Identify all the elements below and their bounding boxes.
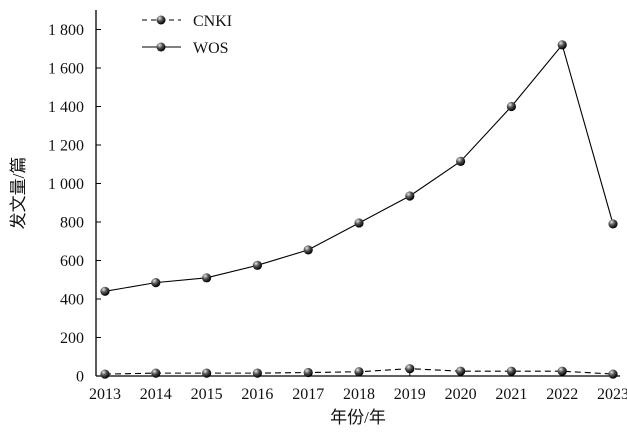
series-cnki: [100, 364, 618, 379]
x-tick-label: 2018: [343, 386, 375, 403]
legend-item-cnki: CNKI: [142, 13, 232, 30]
data-point-cnki: [608, 369, 618, 379]
x-tick-label: 2014: [140, 386, 172, 403]
x-tick-label: 2019: [394, 386, 426, 403]
data-point-wos: [456, 156, 466, 166]
data-point-wos: [405, 191, 415, 201]
legend-label-wos: WOS: [193, 40, 229, 57]
data-point-cnki: [506, 366, 516, 376]
y-tick-label: 0: [76, 369, 84, 386]
x-axis-title: 年份/年: [330, 408, 386, 427]
data-point-wos: [354, 218, 364, 228]
data-point-cnki: [456, 366, 466, 376]
x-tick-label: 2021: [495, 386, 527, 403]
data-point-cnki: [354, 367, 364, 377]
x-tick-label: 2023: [597, 386, 627, 403]
y-axis-title: 发文量/篇: [9, 157, 28, 230]
data-point-cnki: [303, 367, 313, 378]
data-point-cnki: [202, 368, 212, 378]
y-tick-label: 1 800: [48, 22, 84, 39]
legend-marker-wos: [156, 42, 166, 52]
y-tick-label: 1 200: [48, 138, 84, 155]
x-tick-label: 2015: [191, 386, 223, 403]
data-point-cnki: [100, 369, 110, 379]
data-point-cnki: [405, 364, 415, 374]
series-line-wos: [104, 43, 614, 292]
data-point-wos: [608, 219, 618, 229]
data-point-cnki: [151, 368, 161, 378]
data-point-cnki: [252, 368, 262, 378]
data-point-wos: [506, 101, 516, 112]
y-tick-label: 600: [60, 253, 84, 270]
x-tick-label: 2017: [292, 386, 324, 403]
series-layer: [100, 40, 618, 379]
y-tick-label: 200: [60, 330, 84, 347]
legend-marker-cnki: [156, 15, 166, 25]
legend-item-wos: WOS: [142, 40, 229, 57]
legend-label-cnki: CNKI: [193, 13, 232, 30]
y-axis-ticks: 0 200 400 600 800 1 000 1 200 1 400 1 600 1 800: [48, 22, 101, 386]
x-tick-label: 2022: [546, 386, 578, 403]
data-point-wos: [151, 278, 161, 288]
data-point-wos: [557, 40, 567, 50]
data-point-wos: [252, 260, 262, 270]
data-point-wos: [202, 273, 212, 283]
data-point-wos: [100, 286, 110, 296]
x-tick-label: 2020: [445, 386, 477, 403]
y-tick-label: 1 000: [48, 176, 84, 193]
y-tick-label: 1 600: [48, 61, 84, 78]
y-tick-label: 400: [60, 292, 84, 309]
data-point-cnki: [557, 366, 567, 376]
x-tick-label: 2016: [241, 386, 273, 403]
x-tick-label: 2013: [89, 386, 121, 403]
y-tick-label: 1 400: [48, 99, 84, 116]
legend: CNKI WOS: [142, 13, 232, 57]
series-wos: [100, 40, 618, 296]
data-point-wos: [303, 245, 313, 255]
y-tick-label: 800: [60, 215, 84, 232]
